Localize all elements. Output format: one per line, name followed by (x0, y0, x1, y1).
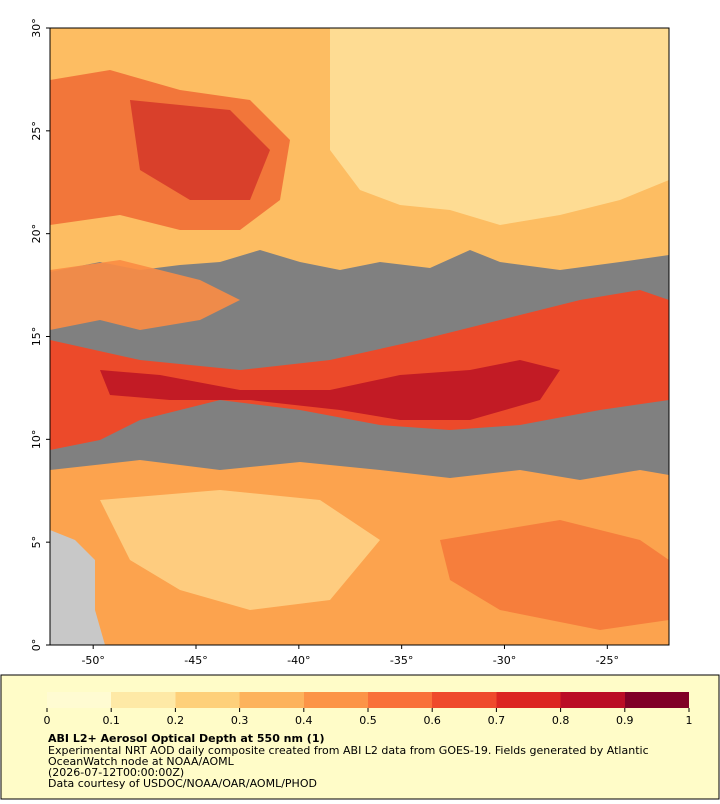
caption-line: Data courtesy of USDOC/NOAA/OAR/AOML/PHO… (48, 777, 317, 790)
x-tick-label: -30° (493, 654, 516, 667)
x-tick-label: -50° (81, 654, 104, 667)
aod-north-light (330, 28, 669, 225)
caption-line: OceanWatch node at NOAA/AOML (48, 755, 235, 768)
aod-south-light (100, 490, 380, 610)
colorbar-tick-label: 0.1 (102, 714, 120, 727)
y-tick-label: 10° (30, 430, 43, 450)
colorbar-tick-label: 0.8 (552, 714, 570, 727)
colorbar (47, 692, 689, 708)
aod-south-high (440, 520, 669, 630)
colorbar-tick-label: 0 (44, 714, 51, 727)
aod-band (50, 290, 669, 450)
y-tick-label: 30° (30, 18, 43, 38)
caption-line: Experimental NRT AOD daily composite cre… (48, 744, 649, 757)
colorbar-tick-label: 0.5 (359, 714, 377, 727)
x-tick-label: -25° (596, 654, 619, 667)
aod-north-peak (130, 100, 270, 200)
y-tick-label: 15° (30, 327, 43, 347)
colorbar-tick-label: 0.7 (488, 714, 506, 727)
y-tick-label: 25° (30, 121, 43, 141)
colorbar-tick-label: 0.6 (423, 714, 441, 727)
x-tick-label: -45° (184, 654, 207, 667)
caption-title: ABI L2+ Aerosol Optical Depth at 550 nm … (48, 732, 325, 745)
aod-field (50, 28, 669, 645)
colorbar-tick-label: 0.4 (295, 714, 313, 727)
x-tick-label: -40° (287, 654, 310, 667)
land (50, 530, 105, 645)
colorbar-tick-label: 0.9 (616, 714, 634, 727)
caption-line: (2026-07-12T00:00:00Z) (48, 766, 184, 779)
colorbar-tick-label: 0.2 (167, 714, 185, 727)
y-tick-label: 20° (30, 224, 43, 244)
y-tick-label: 0° (30, 639, 43, 652)
colorbar-tick-label: 1 (686, 714, 693, 727)
y-tick-label: 5° (30, 536, 43, 549)
colorbar-tick-label: 0.3 (231, 714, 249, 727)
aod-band-peak (100, 360, 560, 420)
aod-west (50, 260, 240, 330)
x-tick-label: -35° (390, 654, 413, 667)
